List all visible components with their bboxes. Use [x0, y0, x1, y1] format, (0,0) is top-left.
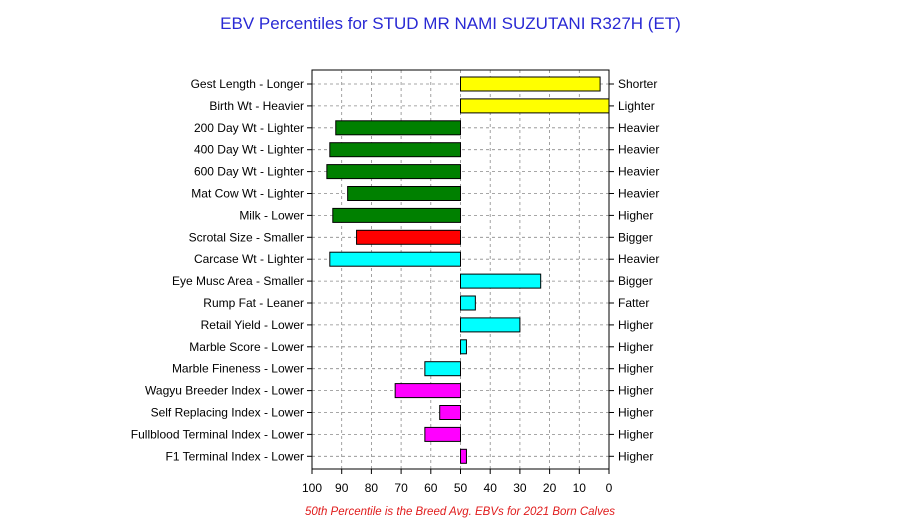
x-tick-label: 10: [573, 481, 587, 495]
bar: [394, 383, 461, 399]
trait-label-left: Eye Musc Area - Smaller: [172, 274, 304, 288]
trait-label-right: Higher: [618, 208, 653, 222]
bar: [329, 142, 461, 158]
bar: [460, 317, 521, 333]
trait-label-left: Marble Score - Lower: [189, 340, 304, 354]
trait-label-right: Higher: [618, 427, 653, 441]
trait-label-right: Fatter: [618, 296, 649, 310]
bar: [424, 361, 461, 377]
trait-label-left: F1 Terminal Index - Lower: [165, 449, 304, 463]
trait-label-right: Heavier: [618, 187, 659, 201]
x-tick-label: 20: [543, 481, 557, 495]
x-tick-label: 80: [365, 481, 379, 495]
trait-label-left: Marble Fineness - Lower: [172, 362, 304, 376]
x-tick-label: 100: [302, 481, 322, 495]
bar: [460, 273, 542, 289]
trait-label-left: Wagyu Breeder Index - Lower: [145, 384, 304, 398]
trait-label-left: Gest Length - Longer: [191, 77, 304, 91]
trait-label-right: Heavier: [618, 143, 659, 157]
trait-label-left: Mat Cow Wt - Lighter: [191, 187, 304, 201]
bar: [332, 207, 462, 223]
bar: [335, 120, 462, 136]
left-axis-labels: Gest Length - Longer Birth Wt - Heavier 20…: [131, 77, 312, 463]
trait-label-right: Lighter: [618, 99, 655, 113]
chart-title: EBV Percentiles for STUD MR NAMI SUZUTAN…: [220, 14, 681, 33]
trait-label-right: Heavier: [618, 252, 659, 266]
x-tick-label: 70: [394, 481, 408, 495]
bars: [326, 76, 610, 464]
trait-label-left: 400 Day Wt - Lighter: [194, 143, 304, 157]
bar: [347, 186, 462, 201]
x-tick-label: 50: [454, 481, 468, 495]
bar: [460, 295, 476, 311]
x-tick-label: 30: [513, 481, 527, 495]
x-tick-label: 60: [424, 481, 438, 495]
bar: [439, 405, 461, 420]
trait-label-right: Heavier: [618, 165, 659, 179]
trait-label-left: Fullblood Terminal Index - Lower: [131, 427, 304, 441]
bar: [424, 426, 461, 442]
bar: [460, 98, 610, 114]
bar: [326, 164, 461, 180]
bar: [329, 251, 461, 267]
trait-label-right: Higher: [618, 318, 653, 332]
bar: [356, 229, 461, 245]
trait-label-left: Retail Yield - Lower: [201, 318, 304, 332]
trait-label-left: 200 Day Wt - Lighter: [194, 121, 304, 135]
trait-label-left: Birth Wt - Heavier: [209, 99, 304, 113]
trait-label-right: Higher: [618, 406, 653, 420]
trait-label-left: Scrotal Size - Smaller: [189, 230, 304, 244]
trait-label-right: Heavier: [618, 121, 659, 135]
trait-label-left: Milk - Lower: [239, 208, 304, 222]
x-tick-label: 40: [484, 481, 498, 495]
trait-label-left: Rump Fat - Leaner: [203, 296, 304, 310]
trait-label-right: Higher: [618, 362, 653, 376]
trait-label-right: Higher: [618, 340, 653, 354]
trait-label-right: Higher: [618, 384, 653, 398]
bar: [460, 339, 467, 355]
trait-label-left: Self Replacing Index - Lower: [151, 406, 304, 420]
x-tick-label: 90: [335, 481, 349, 495]
x-axis-ticks: 100 90 80 70 60 50 40 30 20 10 0: [302, 469, 613, 495]
trait-label-left: Carcase Wt - Lighter: [194, 252, 304, 266]
x-tick-label: 0: [606, 481, 613, 495]
trait-label-right: Bigger: [618, 230, 653, 244]
trait-label-right: Bigger: [618, 274, 653, 288]
trait-label-left: 600 Day Wt - Lighter: [194, 165, 304, 179]
trait-label-right: Shorter: [618, 77, 657, 91]
right-axis-labels: Shorter Lighter Heavier Heavier Heavier Heavi…: [609, 77, 659, 463]
trait-label-right: Higher: [618, 449, 653, 463]
bar: [460, 76, 601, 92]
footnote: 50th Percentile is the Breed Avg. EBVs f…: [304, 506, 616, 518]
bar: [460, 448, 467, 464]
